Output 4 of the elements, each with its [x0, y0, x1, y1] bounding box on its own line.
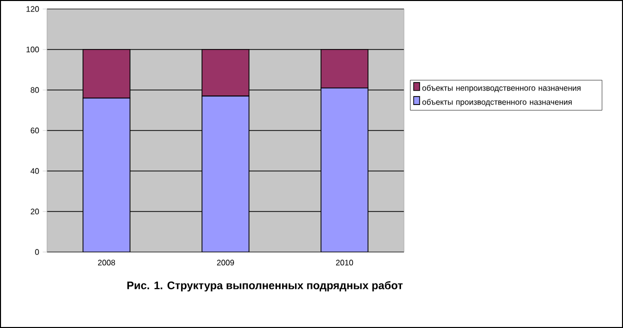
text: Рис. 1. Структура выполненных подрядных работ	[127, 281, 403, 292]
bar	[202, 96, 250, 252]
bar	[82, 98, 130, 252]
bar	[320, 88, 368, 252]
